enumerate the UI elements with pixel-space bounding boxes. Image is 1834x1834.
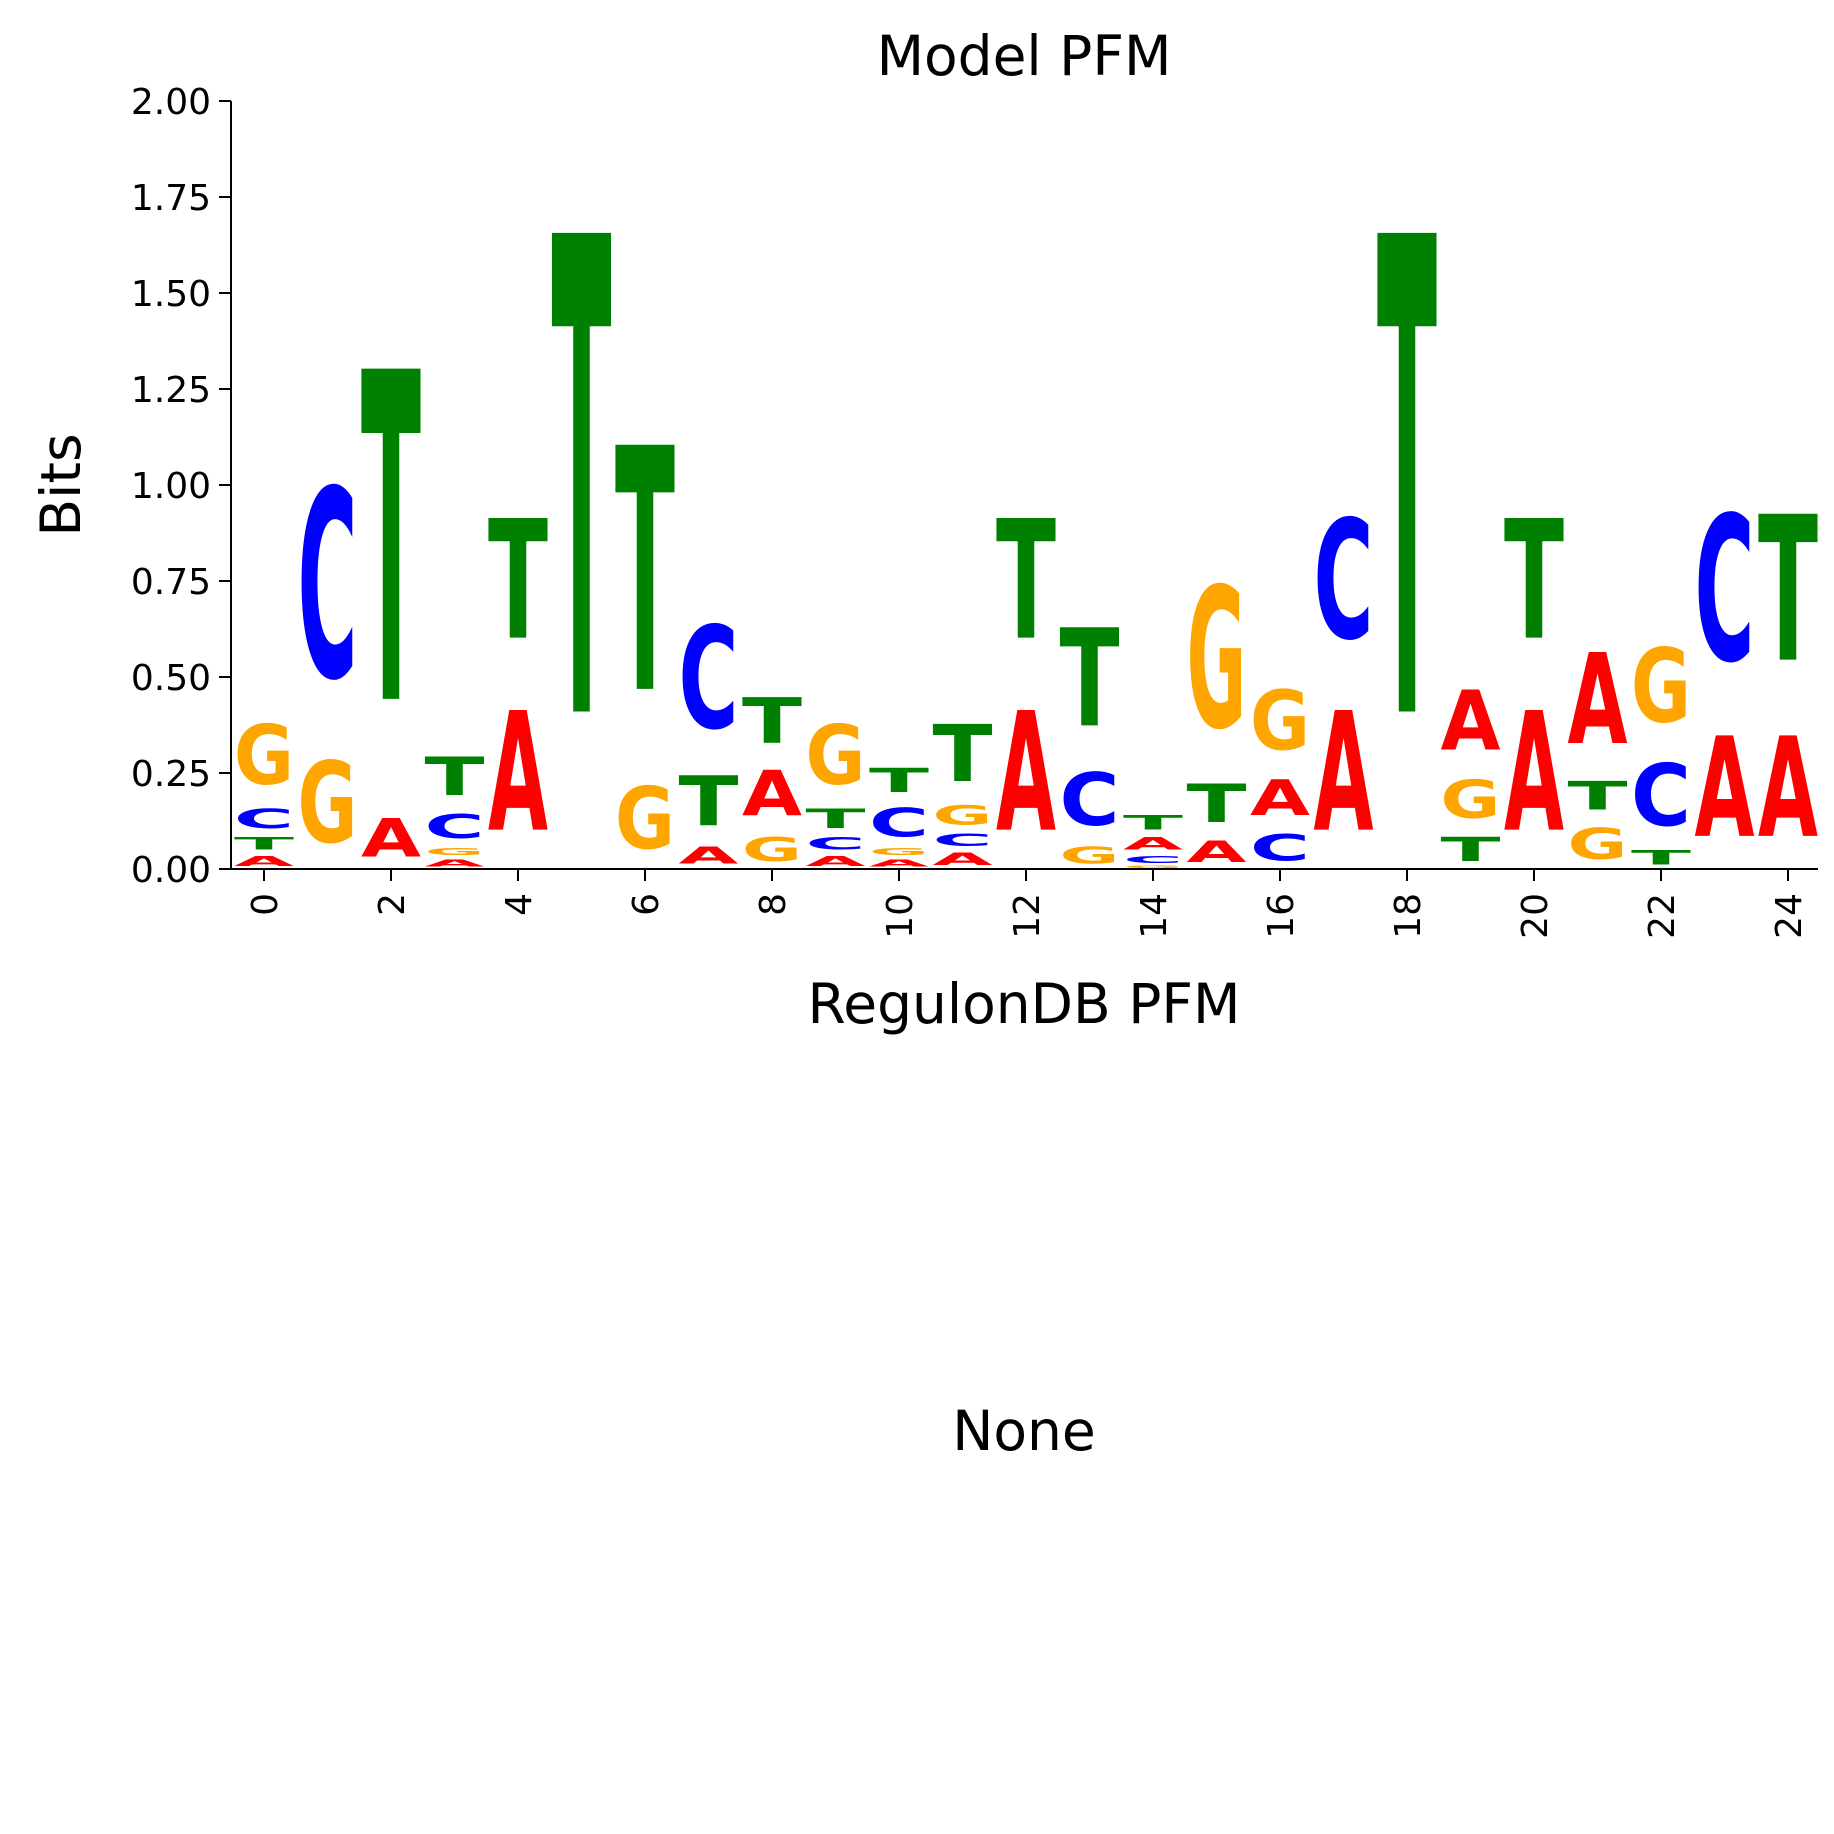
logo-letter-a: A: [234, 854, 294, 869]
logo-letter-a: A: [1314, 679, 1374, 870]
logo-letter-a: A: [806, 854, 866, 869]
x-tick-label: 14: [1134, 893, 1175, 939]
logo-letter-t: T: [1377, 103, 1437, 867]
lower-panel-title: None: [952, 1399, 1096, 1463]
y-tick-label: 1.50: [131, 274, 211, 315]
y-tick-label: 1.25: [131, 370, 211, 411]
logo-letter-g: G: [615, 769, 675, 869]
x-tick-label: 10: [880, 893, 921, 939]
logo-letter-t: T: [679, 762, 739, 842]
logo-letter-a: A: [869, 858, 929, 869]
x-tick-label: 8: [753, 893, 794, 916]
logo-letter-t: T: [1504, 487, 1564, 678]
logo-letter-t: T: [552, 103, 612, 867]
logo-letter-g: G: [1187, 547, 1247, 773]
logo-letter-a: A: [488, 679, 548, 870]
logo-letter-t: T: [742, 685, 802, 758]
logo-letter-t: T: [615, 378, 675, 768]
logo-letter-g: G: [1123, 865, 1183, 869]
logo-letter-t: T: [933, 708, 993, 800]
y-axis-label: Bits: [29, 433, 93, 536]
x-tick-label: 6: [626, 893, 667, 916]
logo-letter-a: A: [1504, 679, 1564, 870]
logo-letter-t: T: [1631, 846, 1692, 869]
logo-letter-c: C: [1123, 854, 1183, 865]
x-axis-ticks: 0 2 4 6 8 10 12 14 16 18 20 22 24: [245, 869, 1810, 939]
y-tick-label: 1.00: [131, 466, 211, 507]
logo-letter-c: C: [1695, 475, 1755, 708]
y-tick-label: 0.75: [131, 562, 211, 603]
logo-letter-c: C: [1631, 746, 1691, 846]
logo-letter-a: A: [996, 679, 1056, 870]
logo-letter-t: T: [1060, 600, 1120, 757]
logo-letter-t: T: [1568, 774, 1629, 820]
x-tick-label: 4: [499, 893, 540, 916]
logo-letter-a: A: [742, 758, 803, 831]
y-tick-label: 1.75: [131, 178, 211, 219]
logo-letter-g: G: [234, 709, 294, 804]
logo-letter-a: A: [1250, 770, 1310, 827]
logo-letter-t: T: [234, 834, 294, 853]
logo-letter-g: G: [1568, 820, 1628, 870]
y-tick-label: 2.00: [131, 82, 211, 123]
logo-letter-t: T: [1187, 774, 1248, 835]
logo-letter-c: C: [1250, 827, 1310, 869]
logo-letter-c: C: [679, 598, 739, 762]
logo-letter-g: G: [1631, 628, 1691, 746]
logo-letter-t: T: [1758, 475, 1818, 708]
logo-letter-g: G: [1250, 674, 1310, 769]
logo-letter-t: T: [996, 487, 1056, 678]
logo-letter-t: T: [869, 761, 929, 800]
logo-letter-a: A: [425, 858, 485, 869]
logo-letter-c: C: [1060, 758, 1120, 842]
logo-letter-g: G: [742, 831, 802, 869]
logo-letter-t: T: [425, 747, 486, 808]
logo-letter-a: A: [679, 843, 739, 870]
x-axis-label: RegulonDB PFM: [808, 972, 1241, 1036]
logo-letter-a: A: [1758, 709, 1818, 869]
logo-letter-c: C: [425, 808, 485, 846]
logo-letter-c: C: [869, 800, 929, 846]
logo-letter-a: A: [933, 850, 994, 869]
x-tick-label: 12: [1007, 893, 1048, 939]
logo-letter-g: G: [933, 800, 993, 831]
logo-letter-g: G: [298, 739, 358, 869]
logo-letter-c: C: [298, 437, 358, 738]
y-tick-label: 0.00: [131, 850, 211, 891]
logo-letter-c: C: [1314, 486, 1374, 677]
logo-letter-t: T: [361, 278, 421, 806]
x-tick-label: 0: [245, 893, 286, 916]
x-tick-label: 24: [1769, 893, 1810, 939]
y-axis-ticks: 0.00 0.25 0.50 0.75 1.00 1.25 1.50 1.75 2.00: [131, 82, 231, 891]
y-tick-label: 0.50: [131, 658, 211, 699]
logo-letter-g: G: [1060, 842, 1120, 869]
x-tick-label: 22: [1642, 893, 1683, 939]
x-tick-label: 16: [1261, 893, 1302, 939]
x-tick-label: 20: [1515, 893, 1556, 939]
logo-letter-a: A: [1695, 709, 1755, 869]
logo-letter-a: A: [1187, 835, 1248, 869]
logo-letter-a: A: [1568, 629, 1628, 773]
logo-letter-g: G: [425, 846, 485, 857]
logo-letter-t: T: [1441, 830, 1501, 869]
logo-letter-c: C: [933, 831, 993, 850]
logo-letter-t: T: [1123, 812, 1184, 835]
chart-title: Model PFM: [877, 24, 1172, 88]
logo-letter-a: A: [361, 808, 421, 869]
x-tick-label: 18: [1388, 893, 1429, 939]
y-tick-label: 0.25: [131, 754, 211, 795]
logo-letter-g: G: [1441, 770, 1501, 831]
logo-letter-c: C: [234, 804, 294, 834]
logo-letter-a: A: [1441, 673, 1501, 769]
logo-letter-g: G: [806, 709, 866, 804]
logo-letter-g: G: [869, 846, 929, 857]
logo-letter-c: C: [806, 834, 866, 853]
logo-letter-t: T: [488, 487, 548, 678]
x-tick-label: 2: [372, 893, 413, 916]
logo-letter-t: T: [806, 804, 866, 834]
logo-letter-a: A: [1123, 835, 1184, 854]
